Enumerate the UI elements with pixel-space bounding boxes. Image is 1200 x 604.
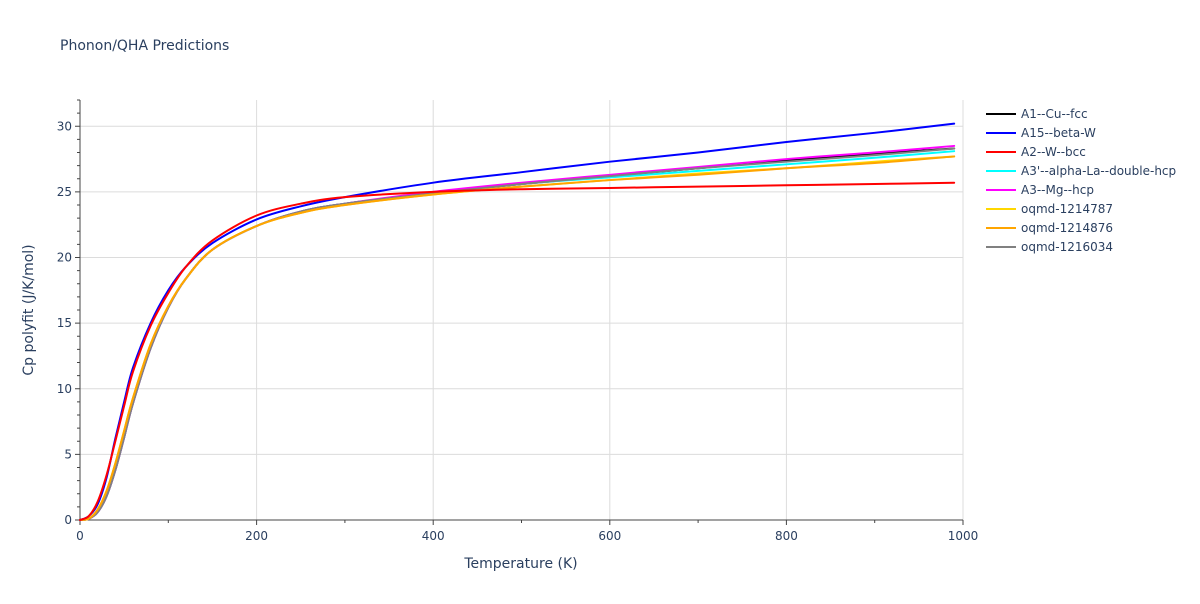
series-line-a1-cu-fcc bbox=[79, 147, 956, 521]
legend-label: A3'--alpha-La--double-hcp bbox=[1021, 164, 1176, 178]
legend[interactable]: A1--Cu--fcc A15--beta-W A2--W--bcc A3'--alp… bbox=[986, 107, 1176, 254]
y-tick-label: 0 bbox=[64, 513, 72, 527]
series-layer bbox=[79, 122, 956, 521]
legend-item[interactable]: A1--Cu--fcc bbox=[986, 107, 1088, 121]
x-tick-label: 0 bbox=[76, 529, 84, 543]
legend-item[interactable]: oqmd-1214787 bbox=[986, 202, 1113, 216]
legend-label: A15--beta-W bbox=[1021, 126, 1096, 140]
legend-item[interactable]: A3'--alpha-La--double-hcp bbox=[986, 164, 1176, 178]
y-tick-label: 30 bbox=[57, 119, 72, 133]
series-line-a2-w-bcc bbox=[79, 181, 956, 521]
chart-title: Phonon/QHA Predictions bbox=[60, 38, 229, 54]
legend-item[interactable]: oqmd-1216034 bbox=[986, 240, 1113, 254]
legend-label: A2--W--bcc bbox=[1021, 145, 1086, 159]
series-line-a3-alpha-la-double-hcp bbox=[79, 150, 956, 521]
grid-layer bbox=[80, 100, 964, 520]
legend-label: A1--Cu--fcc bbox=[1021, 107, 1088, 121]
y-tick-label: 5 bbox=[64, 447, 72, 461]
legend-item[interactable]: A15--beta-W bbox=[986, 126, 1096, 140]
legend-label: oqmd-1214787 bbox=[1021, 202, 1113, 216]
x-tick-label: 200 bbox=[245, 529, 268, 543]
legend-item[interactable]: A2--W--bcc bbox=[986, 145, 1086, 159]
x-tick-label: 1000 bbox=[948, 529, 979, 543]
series-line-a3-mg-hcp bbox=[79, 144, 956, 521]
legend-label: A3--Mg--hcp bbox=[1021, 183, 1094, 197]
legend-item[interactable]: A3--Mg--hcp bbox=[986, 183, 1094, 197]
y-tick-label: 10 bbox=[57, 382, 72, 396]
series-line-oqmd-1216034 bbox=[79, 147, 956, 521]
axes-layer: 0 200 400 600 800 1000 0 5 10 15 20 25 30 bbox=[57, 99, 979, 543]
legend-label: oqmd-1216034 bbox=[1021, 240, 1113, 254]
legend-item[interactable]: oqmd-1214876 bbox=[986, 221, 1113, 235]
legend-label: oqmd-1214876 bbox=[1021, 221, 1113, 235]
series-line-oqmd-1214876 bbox=[79, 155, 956, 521]
y-tick-label: 20 bbox=[57, 251, 72, 265]
series-line-oqmd-1214787 bbox=[79, 155, 956, 521]
x-tick-label: 800 bbox=[775, 529, 798, 543]
x-axis-title: Temperature (K) bbox=[463, 556, 577, 572]
x-tick-label: 400 bbox=[422, 529, 445, 543]
x-tick-label: 600 bbox=[598, 529, 621, 543]
y-axis-title: Cp polyfit (J/K/mol) bbox=[21, 244, 37, 375]
y-tick-label: 15 bbox=[57, 316, 72, 330]
y-tick-label: 25 bbox=[57, 185, 72, 199]
